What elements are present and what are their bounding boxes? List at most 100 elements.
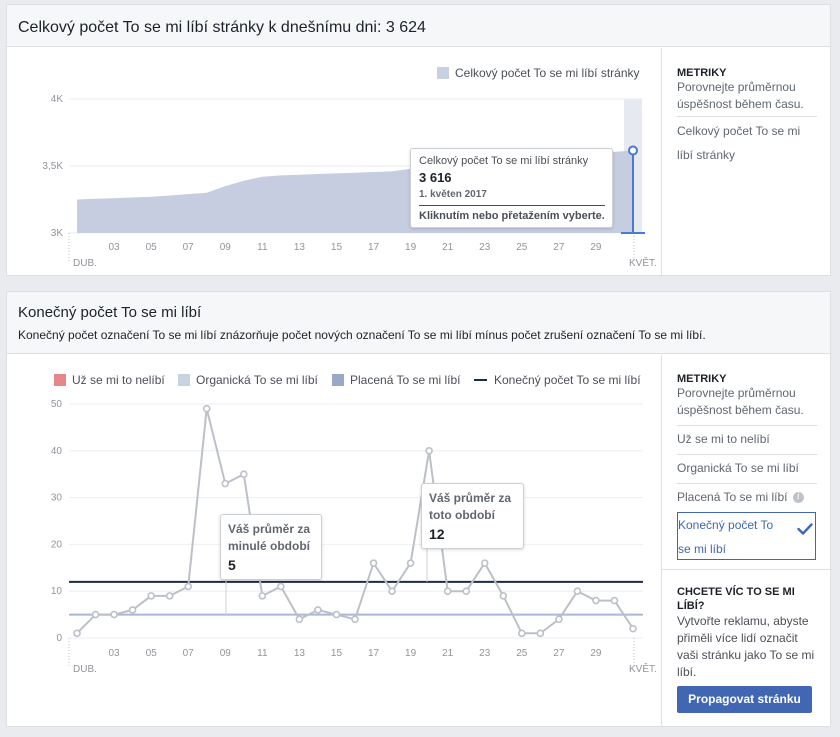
legend-label: Organická To se mi líbí	[196, 373, 318, 387]
x-tick-label: 23	[479, 648, 491, 659]
metric-option-net-likes[interactable]: Konečný počet To se mi líbí	[677, 512, 816, 560]
metrics-divider	[677, 454, 817, 455]
y-tick-label: 30	[51, 493, 63, 504]
data-point	[165, 592, 174, 600]
data-point	[110, 610, 118, 619]
data-point	[91, 610, 100, 619]
tooltip-hint: Kliknutím nebo přetažením vyberte.	[419, 210, 605, 222]
total-likes-sidebar: METRIKY Porovnejte průměrnou úspěšnost b…	[661, 48, 830, 275]
y-tick-label: 0	[56, 633, 62, 644]
x-tick-label: 23	[479, 242, 491, 253]
legend-organic-likes[interactable]: Organická To se mi líbí	[178, 373, 318, 387]
x-tick-label: 15	[331, 242, 343, 253]
x-month-label: KVĚT.	[629, 256, 657, 269]
x-tick-label: 09	[220, 648, 232, 659]
y-tick-label: 10	[51, 586, 63, 597]
y-tick-label: 4K	[51, 94, 64, 105]
x-month-label: DUB.	[73, 664, 97, 675]
metrics-description: Porovnejte průměrnou úspěšnost během čas…	[677, 80, 804, 111]
data-point	[73, 629, 81, 638]
current-average-tooltip: Váš průměr za toto období 12	[421, 483, 524, 549]
x-tick-label: 05	[146, 242, 158, 253]
x-tick-label: 25	[516, 242, 528, 253]
tooltip-date: 1. květen 2017	[419, 189, 487, 200]
metrics-description: Porovnejte průměrnou úspěšnost během čas…	[677, 386, 804, 417]
total-likes-panel: Celkový počet To se mi líbí stránky k dn…	[6, 4, 831, 276]
data-point	[332, 610, 341, 619]
highlight-point	[628, 145, 638, 156]
x-tick-label: 17	[368, 242, 380, 253]
net-likes-title: Konečný počet To se mi líbí	[18, 304, 202, 321]
data-point	[351, 615, 359, 624]
previous-average-tooltip: Váš průměr za minulé období 5	[220, 514, 322, 580]
data-point	[480, 559, 489, 567]
data-point	[314, 606, 322, 614]
metrics-divider	[677, 116, 817, 117]
tooltip-value: 12	[429, 526, 445, 542]
data-point	[592, 596, 600, 605]
metric-option-organic[interactable]: Organická To se mi líbí	[677, 461, 799, 475]
net-likes-panel: Konečný počet To se mi líbí Konečný poče…	[6, 291, 831, 727]
net-likes-header: Konečný počet To se mi líbí Konečný poče…	[7, 292, 830, 354]
x-tick-label: 29	[590, 648, 602, 659]
total-likes-legend[interactable]: Celkový počet To se mi líbí stránky	[437, 66, 640, 80]
legend-swatch	[54, 374, 66, 386]
x-tick-label: 15	[331, 648, 343, 659]
metric-total-likes[interactable]: Celkový počet To se mi líbí stránky	[677, 124, 801, 162]
sidebar-section-divider	[662, 569, 830, 570]
y-tick-label: 20	[51, 539, 63, 550]
x-tick-label: 03	[109, 648, 121, 659]
metrics-heading: METRIKY	[677, 373, 727, 385]
metrics-divider	[677, 483, 817, 484]
total-likes-header: Celkový počet To se mi líbí stránky k dn…	[7, 5, 830, 47]
legend-unlikes[interactable]: Už se mi to nelíbí	[54, 373, 165, 387]
data-point	[406, 559, 415, 567]
data-point	[128, 606, 137, 614]
legend-swatch	[178, 374, 190, 386]
x-tick-label: 29	[590, 242, 602, 253]
data-point	[610, 596, 619, 605]
metric-option-label: Placená To se mi líbí	[677, 490, 788, 504]
info-icon[interactable]: i	[792, 492, 804, 504]
metric-option-label: Konečný počet To se mi líbí	[678, 518, 774, 556]
legend-label: Už se mi to nelíbí	[72, 373, 165, 387]
data-point	[240, 470, 248, 478]
total-likes-tooltip: Celkový počet To se mi líbí stránky 3 61…	[410, 148, 613, 228]
promote-page-button[interactable]: Propagovat stránku	[677, 686, 812, 713]
x-tick-label: 19	[405, 648, 417, 659]
legend-swatch	[332, 374, 344, 386]
x-tick-label: 09	[220, 242, 232, 253]
metric-option-paid[interactable]: Placená To se mi líbí i	[677, 485, 817, 509]
tooltip-divider	[419, 205, 605, 206]
checkmark-icon	[797, 519, 813, 543]
tooltip-value: 3 616	[419, 170, 452, 185]
promo-heading: CHCETE VÍC TO SE MI LÍBÍ?	[677, 586, 795, 612]
data-point	[277, 582, 285, 591]
data-point	[499, 592, 508, 600]
data-point	[369, 559, 378, 567]
tooltip-text: Váš průměr za minulé období	[228, 522, 311, 553]
legend-net-likes[interactable]: Konečný počet To se mi líbí	[474, 373, 641, 387]
metrics-divider	[677, 425, 817, 426]
y-tick-label: 3,5K	[42, 161, 63, 172]
x-tick-label: 07	[183, 648, 195, 659]
x-month-label: KVĚT.	[629, 662, 657, 675]
legend-label: Placená To se mi líbí	[350, 373, 461, 387]
x-tick-label: 07	[183, 242, 195, 253]
y-tick-label: 40	[51, 446, 63, 457]
x-tick-label: 27	[553, 648, 565, 659]
x-tick-label: 13	[294, 242, 306, 253]
net-likes-sidebar: METRIKY Porovnejte průměrnou úspěšnost b…	[661, 355, 830, 726]
data-point	[443, 587, 452, 595]
metric-option-unlikes[interactable]: Už se mi to nelíbí	[677, 432, 770, 446]
legend-paid-likes[interactable]: Placená To se mi líbí	[332, 373, 461, 387]
data-point	[573, 587, 582, 595]
net-likes-chart[interactable]: 0 10 20 30 40 50 03 05 07 09 11 13 15 17 19 21 23 25 27 29 D…	[7, 390, 661, 690]
net-likes-description: Konečný počet označení To se mi líbí zná…	[18, 328, 706, 342]
data-point	[184, 582, 192, 591]
x-tick-label: 05	[146, 648, 158, 659]
data-point	[536, 629, 545, 638]
net-likes-line	[76, 408, 634, 635]
data-point	[629, 624, 637, 633]
data-point	[462, 587, 471, 595]
